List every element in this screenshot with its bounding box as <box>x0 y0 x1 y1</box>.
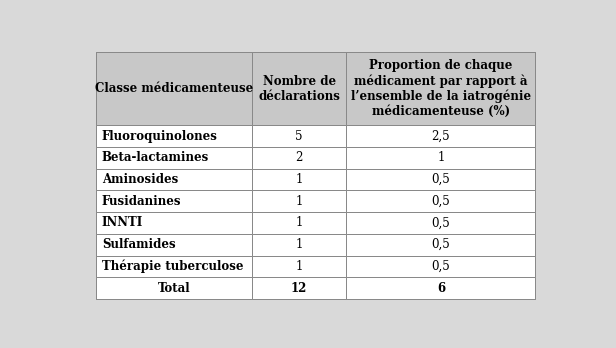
Text: Nombre de
déclarations: Nombre de déclarations <box>258 75 340 103</box>
Bar <box>96 169 252 190</box>
Text: 0,5: 0,5 <box>431 195 450 208</box>
Bar <box>96 234 252 255</box>
Bar <box>252 255 346 277</box>
Text: Sulfamides: Sulfamides <box>102 238 176 251</box>
Text: 5: 5 <box>296 129 303 143</box>
Bar <box>346 169 535 190</box>
Text: 1: 1 <box>296 260 303 273</box>
Bar <box>346 53 535 125</box>
Text: 1: 1 <box>296 238 303 251</box>
Text: Beta-lactamines: Beta-lactamines <box>102 151 209 164</box>
Text: 0,5: 0,5 <box>431 173 450 186</box>
Bar <box>96 53 252 125</box>
Text: 2: 2 <box>296 151 303 164</box>
Text: Proportion de chaque
médicament par rapport à
l’ensemble de la iatrogénie
médica: Proportion de chaque médicament par rapp… <box>351 59 531 118</box>
Bar <box>346 255 535 277</box>
Bar <box>252 169 346 190</box>
Text: Fluoroquinolones: Fluoroquinolones <box>102 129 217 143</box>
Bar <box>252 234 346 255</box>
Text: 1: 1 <box>437 151 445 164</box>
Bar <box>346 277 535 299</box>
Bar <box>346 212 535 234</box>
Bar <box>96 255 252 277</box>
Text: 1: 1 <box>296 216 303 229</box>
Text: Fusidanines: Fusidanines <box>102 195 181 208</box>
Text: 6: 6 <box>437 282 445 295</box>
Bar <box>252 147 346 169</box>
Text: 0,5: 0,5 <box>431 260 450 273</box>
Text: Aminosides: Aminosides <box>102 173 178 186</box>
Bar <box>252 212 346 234</box>
Bar <box>252 53 346 125</box>
Bar <box>346 147 535 169</box>
Text: 0,5: 0,5 <box>431 216 450 229</box>
Text: Thérapie tuberculose: Thérapie tuberculose <box>102 260 243 273</box>
Text: Classe médicamenteuse: Classe médicamenteuse <box>95 82 253 95</box>
Bar <box>96 125 252 147</box>
Bar <box>346 234 535 255</box>
Bar <box>96 147 252 169</box>
Text: 0,5: 0,5 <box>431 238 450 251</box>
Bar <box>96 190 252 212</box>
Text: 12: 12 <box>291 282 307 295</box>
Text: INNTI: INNTI <box>102 216 143 229</box>
Text: Total: Total <box>158 282 190 295</box>
Bar <box>96 212 252 234</box>
Bar <box>252 125 346 147</box>
Text: 2,5: 2,5 <box>432 129 450 143</box>
Bar <box>96 277 252 299</box>
Text: 1: 1 <box>296 195 303 208</box>
Bar <box>346 125 535 147</box>
Bar <box>252 190 346 212</box>
Bar <box>346 190 535 212</box>
Text: 1: 1 <box>296 173 303 186</box>
Bar <box>252 277 346 299</box>
